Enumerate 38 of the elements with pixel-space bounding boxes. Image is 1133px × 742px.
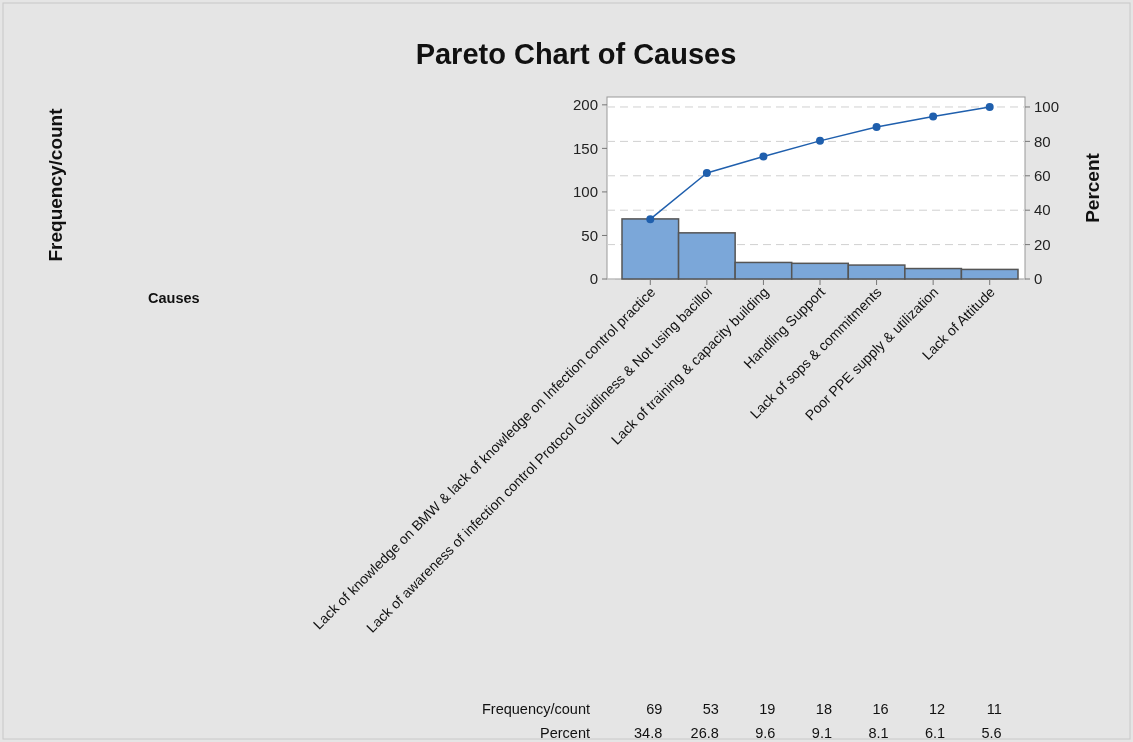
data-label: 18 <box>815 701 832 717</box>
point <box>816 136 824 145</box>
y-axis-title: Frequency/count <box>481 701 590 717</box>
point <box>929 112 938 121</box>
y2-tick-label: 100 <box>1034 98 1060 116</box>
y-tick-label: 100 <box>572 183 598 201</box>
text: 5.6 <box>981 725 1002 741</box>
text: Percent <box>540 725 590 741</box>
point <box>985 102 994 111</box>
text: 26.8 <box>690 725 719 741</box>
y-tick-label: 200 <box>572 96 598 114</box>
data-label: 69 <box>646 701 663 717</box>
point <box>646 215 655 224</box>
chart-title: Pareto Chart of Causes <box>415 38 737 70</box>
text: Causes <box>148 290 200 306</box>
point <box>759 152 768 161</box>
y-tick-label: 150 <box>572 139 598 157</box>
data-label: 19 <box>759 701 776 717</box>
y2-axis-title: Percent <box>1082 152 1103 223</box>
data-label: 53 <box>702 701 719 717</box>
y2-tick-label: 0 <box>1034 270 1043 288</box>
data-label: 11 <box>986 701 1002 717</box>
text: 9.6 <box>755 725 776 741</box>
text: 8.1 <box>868 725 889 741</box>
point <box>702 169 711 178</box>
y-tick-label: 0 <box>589 270 598 288</box>
y2-tick-label: 80 <box>1034 132 1051 150</box>
text: Frequency/count <box>45 108 66 262</box>
y2-tick-label: 20 <box>1034 235 1051 253</box>
text: 34.8 <box>634 725 663 741</box>
y2-tick-label: 40 <box>1034 201 1051 219</box>
y-tick-label: 50 <box>581 226 598 244</box>
text: 9.1 <box>811 725 832 741</box>
point <box>872 122 881 131</box>
text: 6.1 <box>924 725 946 741</box>
data-label: 16 <box>872 701 889 717</box>
data-label: 12 <box>929 701 946 717</box>
y2-tick-label: 60 <box>1034 167 1051 185</box>
